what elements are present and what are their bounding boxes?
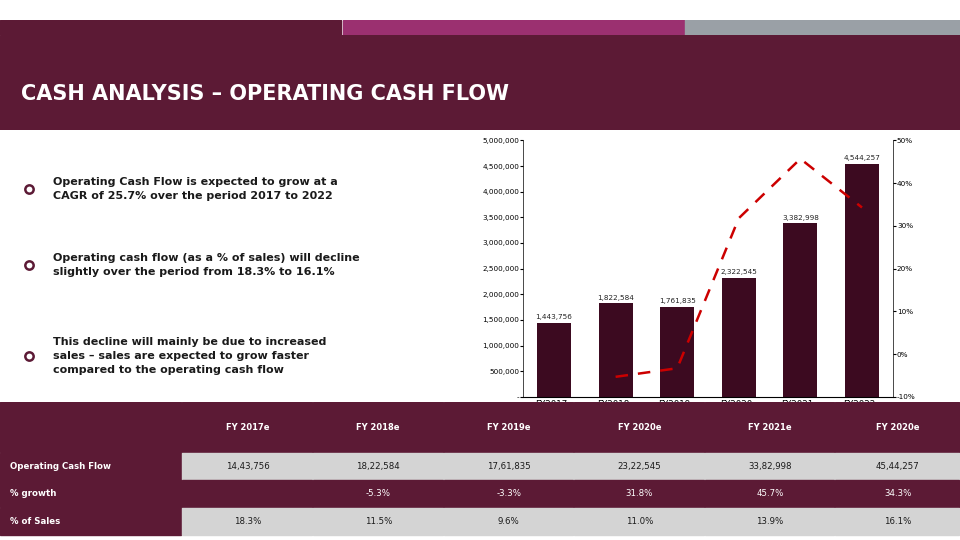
- Text: -3.3%: -3.3%: [496, 489, 521, 498]
- Text: -5.3%: -5.3%: [366, 489, 391, 498]
- Text: CASH ANALYSIS – OPERATING CASH FLOW: CASH ANALYSIS – OPERATING CASH FLOW: [21, 84, 509, 104]
- Text: 11.0%: 11.0%: [626, 517, 653, 526]
- Text: 11.5%: 11.5%: [365, 517, 392, 526]
- Text: 13.9%: 13.9%: [756, 517, 783, 526]
- Bar: [574, 508, 704, 535]
- Text: FY 2020e: FY 2020e: [617, 423, 661, 431]
- Text: % growth: % growth: [10, 489, 56, 498]
- Bar: [0, 508, 181, 535]
- Bar: [0, 481, 181, 507]
- Text: Operating cash flow (as a % of sales) will decline
slightly over the period from: Operating cash flow (as a % of sales) wi…: [53, 253, 359, 276]
- Text: 1,761,835: 1,761,835: [659, 298, 696, 303]
- Bar: [705, 402, 834, 452]
- Bar: [574, 402, 704, 452]
- Text: 23,22,545: 23,22,545: [617, 462, 661, 471]
- Text: FY 2018e: FY 2018e: [356, 423, 400, 431]
- Bar: [182, 481, 312, 507]
- Text: 33,82,998: 33,82,998: [748, 462, 792, 471]
- Text: 2,322,545: 2,322,545: [720, 269, 757, 275]
- Bar: [182, 453, 312, 480]
- Text: FY 2020e: FY 2020e: [876, 423, 920, 431]
- Text: FY 2021e: FY 2021e: [748, 423, 792, 431]
- Text: 18.3%: 18.3%: [234, 517, 261, 526]
- Bar: [599, 303, 633, 397]
- Bar: [0, 453, 181, 480]
- Bar: [835, 481, 959, 507]
- Bar: [705, 453, 834, 480]
- Bar: [343, 20, 684, 35]
- Text: 16.1%: 16.1%: [884, 517, 911, 526]
- Bar: [835, 453, 959, 480]
- Text: 45,44,257: 45,44,257: [876, 462, 920, 471]
- Bar: [444, 481, 573, 507]
- Bar: [313, 508, 443, 535]
- Bar: [0, 402, 181, 452]
- Bar: [685, 20, 960, 35]
- Text: 3,382,998: 3,382,998: [782, 214, 819, 220]
- Bar: [537, 323, 571, 397]
- Text: FY 2019e: FY 2019e: [487, 423, 531, 431]
- Text: 1,443,756: 1,443,756: [536, 314, 572, 320]
- Bar: [783, 224, 817, 397]
- Legend: Operating Cash Flow, % growth: Operating Cash Flow, % growth: [610, 428, 806, 444]
- Bar: [845, 164, 879, 397]
- Text: FY 2017e: FY 2017e: [226, 423, 270, 431]
- Bar: [835, 402, 959, 452]
- Text: 31.8%: 31.8%: [626, 489, 653, 498]
- Text: 18,22,584: 18,22,584: [356, 462, 400, 471]
- Bar: [705, 481, 834, 507]
- Bar: [444, 402, 573, 452]
- Text: Operating Cash Flow: Operating Cash Flow: [10, 462, 110, 471]
- Bar: [574, 481, 704, 507]
- Bar: [444, 453, 573, 480]
- Text: % of Sales: % of Sales: [10, 517, 60, 526]
- Text: This decline will mainly be due to increased
sales – sales are expected to grow : This decline will mainly be due to incre…: [53, 338, 326, 375]
- Bar: [835, 508, 959, 535]
- Text: 14,43,756: 14,43,756: [226, 462, 270, 471]
- Bar: [660, 307, 694, 397]
- Text: 17,61,835: 17,61,835: [487, 462, 531, 471]
- Text: 1,822,584: 1,822,584: [597, 295, 634, 301]
- Bar: [722, 278, 756, 397]
- Text: 34.3%: 34.3%: [884, 489, 911, 498]
- Text: Operating Cash Flow is expected to grow at a
CAGR of 25.7% over the period 2017 : Operating Cash Flow is expected to grow …: [53, 177, 338, 201]
- Bar: [182, 402, 312, 452]
- Bar: [444, 508, 573, 535]
- Bar: [313, 453, 443, 480]
- Text: 9.6%: 9.6%: [498, 517, 519, 526]
- Text: 4,544,257: 4,544,257: [844, 155, 880, 161]
- Bar: [705, 508, 834, 535]
- Bar: [313, 402, 443, 452]
- Text: 45.7%: 45.7%: [756, 489, 783, 498]
- Bar: [574, 453, 704, 480]
- Bar: [0, 20, 341, 35]
- Bar: [313, 481, 443, 507]
- Bar: [182, 508, 312, 535]
